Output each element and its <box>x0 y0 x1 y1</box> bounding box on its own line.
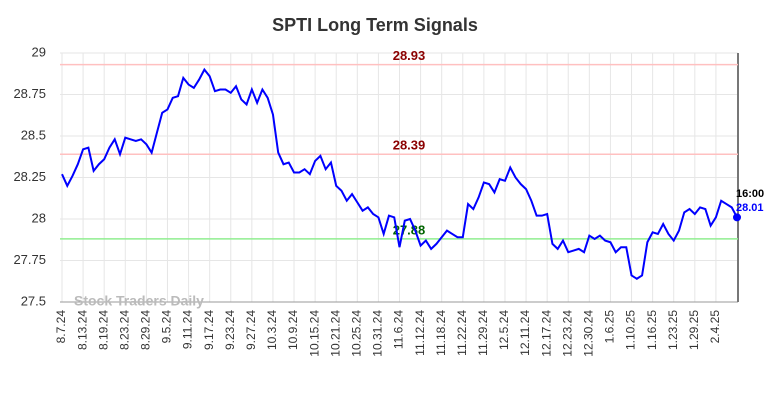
x-tick-label: 11.6.24 <box>392 310 406 349</box>
reference-label: 28.93 <box>393 48 426 63</box>
y-tick-label: 28.75 <box>13 86 46 101</box>
reference-label: 28.39 <box>393 138 426 153</box>
x-tick-label: 11.22.24 <box>455 310 469 356</box>
x-tick-label: 1.16.25 <box>645 310 659 350</box>
line-series <box>61 67 738 280</box>
chart-title: SPTI Long Term Signals <box>272 15 478 35</box>
x-tick-label: 11.29.24 <box>476 310 490 356</box>
watermark: Stock Traders Daily <box>74 293 204 309</box>
x-tick-label: 9.5.24 <box>160 310 174 344</box>
x-tick-label: 10.15.24 <box>307 310 321 357</box>
y-tick-label: 27.5 <box>21 293 46 308</box>
x-tick-label: 9.17.24 <box>202 310 216 350</box>
x-tick-label: 12.5.24 <box>497 310 511 350</box>
y-tick-label: 28.25 <box>13 169 46 184</box>
x-tick-label: 10.9.24 <box>286 310 300 350</box>
x-tick-label: 8.19.24 <box>96 310 110 350</box>
last-point <box>733 213 741 222</box>
x-tick-label: 10.3.24 <box>265 310 279 350</box>
x-tick-label: 10.31.24 <box>371 310 385 357</box>
x-tick-label: 9.23.24 <box>223 310 237 350</box>
x-tick-label: 1.29.25 <box>687 310 701 350</box>
x-tick-label: 12.23.24 <box>560 310 574 357</box>
last-value: 28.01 <box>736 202 764 214</box>
x-tick-label: 11.12.24 <box>413 310 427 356</box>
x-tick-label: 1.10.25 <box>624 310 638 350</box>
x-tick-label: 11.18.24 <box>434 310 448 356</box>
x-tick-label: 12.30.24 <box>582 310 596 357</box>
x-tick-label: 8.23.24 <box>117 310 131 350</box>
y-tick-label: 29 <box>32 44 46 59</box>
x-tick-label: 2.4.25 <box>708 310 722 344</box>
x-tick-label: 8.13.24 <box>75 310 89 350</box>
x-tick-label: 9.27.24 <box>244 310 258 350</box>
x-tick-label: 9.11.24 <box>181 310 195 349</box>
x-tick-label: 12.11.24 <box>518 310 532 356</box>
last-time: 16:00 <box>736 188 764 200</box>
y-tick-label: 28 <box>32 210 46 225</box>
x-tick-label: 1.23.25 <box>666 310 680 350</box>
y-tick-label: 28.5 <box>21 127 46 142</box>
x-tick-label: 10.25.24 <box>349 310 363 357</box>
x-tick-label: 12.17.24 <box>539 310 553 357</box>
x-tick-label: 1.6.25 <box>603 310 617 344</box>
x-tick-label: 8.7.24 <box>54 310 68 344</box>
x-tick-label: 8.29.24 <box>139 310 153 350</box>
x-tick-label: 10.21.24 <box>328 310 342 357</box>
y-tick-label: 27.75 <box>13 252 46 267</box>
